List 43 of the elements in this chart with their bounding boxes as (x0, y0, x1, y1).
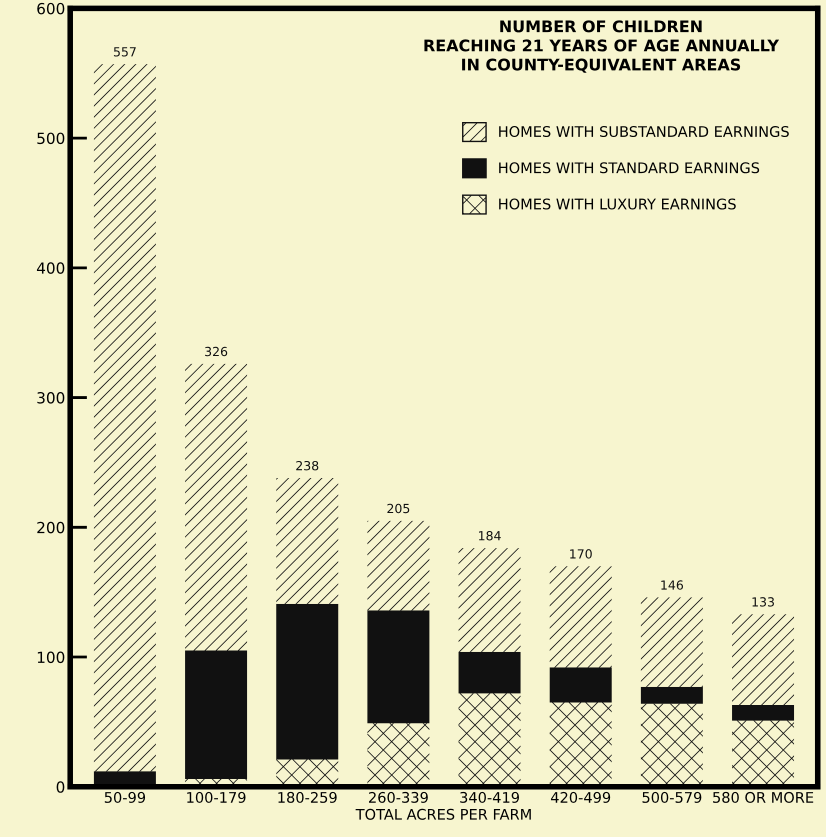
y-tick-label: 400 (36, 262, 64, 274)
text: NUMBER OF CHILDREN REACHING 21 YEARS OF AGE ANNUALLY IN COUNTY-EQUIVALENT AREAS (424, 20, 780, 73)
bar (458, 548, 521, 652)
total-label: 326 (205, 346, 228, 356)
y-tick-label: 600 (37, 2, 64, 14)
y-tick-label: 100 (38, 652, 64, 664)
x-tick-label: 500-579 (642, 792, 702, 803)
total-label: 146 (661, 580, 684, 590)
total-label: 205 (387, 504, 410, 514)
x-tick-label: 50-99 (104, 792, 146, 803)
x-tick-label: 420-499 (550, 792, 610, 803)
x-tick-label: 340-419 (460, 792, 519, 803)
x-axis-title: TOTAL ACRES PER FARM (356, 808, 531, 820)
y-tick-label: 200 (37, 522, 64, 534)
bar (94, 64, 156, 772)
y-tick-label: 300 (37, 392, 64, 404)
bar (640, 686, 703, 704)
total-label: 133 (752, 597, 774, 607)
bar (458, 652, 521, 694)
y-tick-label: 500 (37, 132, 64, 144)
legend-label: HOMES WITH SUBSTANDARD EARNINGS (499, 126, 789, 138)
bar (185, 364, 248, 651)
bar (185, 650, 248, 779)
total-label: 238 (296, 460, 318, 470)
x-tick-label: 100-179 (187, 792, 246, 803)
bar (367, 610, 430, 724)
bar (732, 705, 794, 721)
legend-label: HOMES WITH STANDARD EARNINGS (499, 162, 760, 174)
legend-label: HOMES WITH LUXURY EARNINGS (499, 198, 736, 210)
bar (640, 597, 703, 687)
bar (550, 667, 612, 702)
bar (550, 566, 612, 668)
x-tick-label: 260-339 (368, 792, 428, 803)
total-label: 184 (479, 531, 501, 540)
y-tick-label: 0 (56, 781, 64, 793)
total-label: 170 (570, 549, 592, 559)
bar (276, 604, 338, 760)
bar (367, 520, 430, 610)
bar (276, 478, 338, 604)
x-tick-label: 580 OR MORE (713, 792, 814, 803)
x-tick-label: 180-259 (278, 792, 337, 803)
bar (732, 614, 794, 706)
total-label: 557 (114, 47, 136, 57)
